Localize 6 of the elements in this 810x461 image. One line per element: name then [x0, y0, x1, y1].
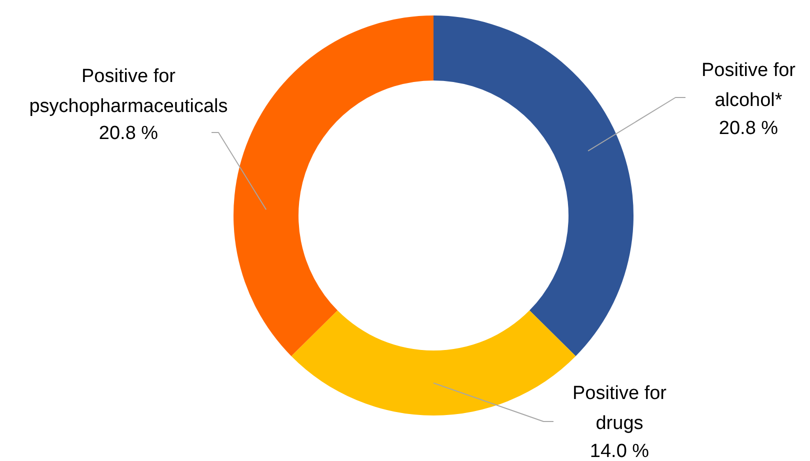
- data-label: 14.0 %: [590, 441, 650, 461]
- slice-label: Positive for psychopharmaceuticals: [29, 66, 228, 118]
- slice-label: Positive for drugs: [572, 382, 668, 434]
- data-label: 20.8 %: [98, 123, 158, 144]
- slice-label: Positive for alcohol*: [702, 60, 796, 112]
- data-label: 20.8 %: [718, 118, 778, 139]
